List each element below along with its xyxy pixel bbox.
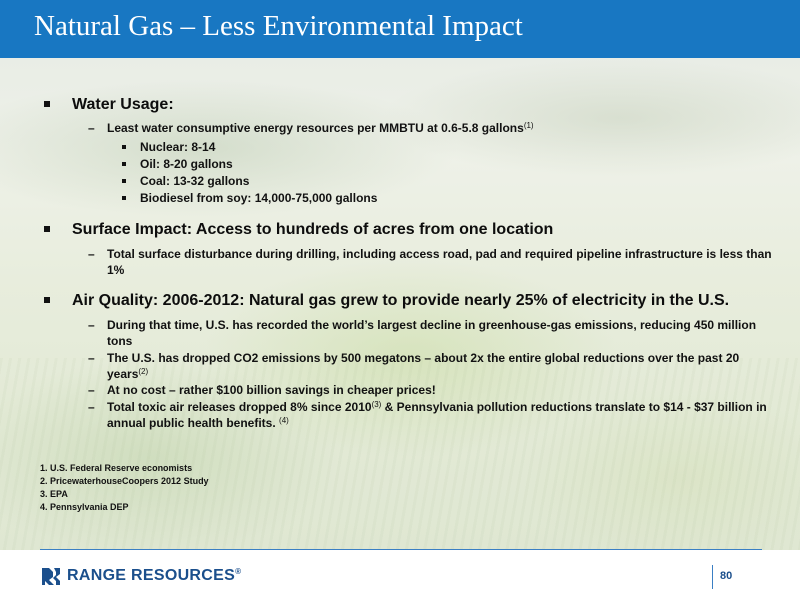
subbullet-cost-savings: – At no cost – rather $100 billion savin… xyxy=(88,383,436,397)
range-resources-logo: RANGE RESOURCES® xyxy=(40,565,241,587)
bullet-air-quality: Air Quality: 2006-2012: Natural gas grew… xyxy=(44,292,729,310)
bullet-surface-impact: Surface Impact: Access to hundreds of ac… xyxy=(44,221,553,239)
square-bullet-icon xyxy=(122,179,126,183)
list-item-biodiesel: Biodiesel from soy: 14,000-75,000 gallon… xyxy=(122,191,377,205)
list-item-coal: Coal: 13-32 gallons xyxy=(122,174,249,188)
subbullet-water-consumption: – Least water consumptive energy resourc… xyxy=(88,121,534,135)
square-bullet-icon xyxy=(44,297,50,303)
dash-bullet-icon: – xyxy=(88,247,95,261)
footnote: 1. U.S. Federal Reserve economists xyxy=(40,463,193,473)
square-bullet-icon xyxy=(122,145,126,149)
footnotes: 1. U.S. Federal Reserve economists 2. Pr… xyxy=(40,462,209,514)
range-logo-icon xyxy=(42,568,60,585)
subbullet-greenhouse-decline: – During that time, U.S. has recorded th… xyxy=(88,318,757,348)
square-bullet-icon xyxy=(44,101,50,107)
logo-text: RANGE RESOURCES xyxy=(67,567,236,584)
list-item-oil: Oil: 8-20 gallons xyxy=(122,157,233,171)
footer-divider xyxy=(40,549,762,550)
square-bullet-icon xyxy=(122,162,126,166)
square-bullet-icon xyxy=(44,226,50,232)
footnote: 4. Pennsylvania DEP xyxy=(40,502,129,512)
footnote: 2. PricewaterhouseCoopers 2012 Study xyxy=(40,476,209,486)
page-number-divider xyxy=(712,565,713,589)
slide-title: Natural Gas – Less Environmental Impact xyxy=(34,10,523,42)
dash-bullet-icon: – xyxy=(88,383,95,397)
title-bar: Natural Gas – Less Environmental Impact xyxy=(0,0,800,58)
page-number: 80 xyxy=(720,570,733,582)
footnote: 3. EPA xyxy=(40,489,68,499)
logo-registered-mark: ® xyxy=(235,567,242,576)
subbullet-co2-emissions: – The U.S. has dropped CO2 emissions by … xyxy=(88,351,740,381)
square-bullet-icon xyxy=(122,196,126,200)
subbullet-toxic-releases: – Total toxic air releases dropped 8% si… xyxy=(88,400,767,430)
dash-bullet-icon: – xyxy=(88,351,95,365)
background-photo xyxy=(0,58,800,550)
bullet-water-usage: Water Usage: xyxy=(44,96,174,114)
dash-bullet-icon: – xyxy=(88,400,95,414)
dash-bullet-icon: – xyxy=(88,318,95,332)
subbullet-surface-disturbance: – Total surface disturbance during drill… xyxy=(88,247,772,277)
dash-bullet-icon: – xyxy=(88,121,95,135)
list-item-nuclear: Nuclear: 8-14 xyxy=(122,140,215,154)
